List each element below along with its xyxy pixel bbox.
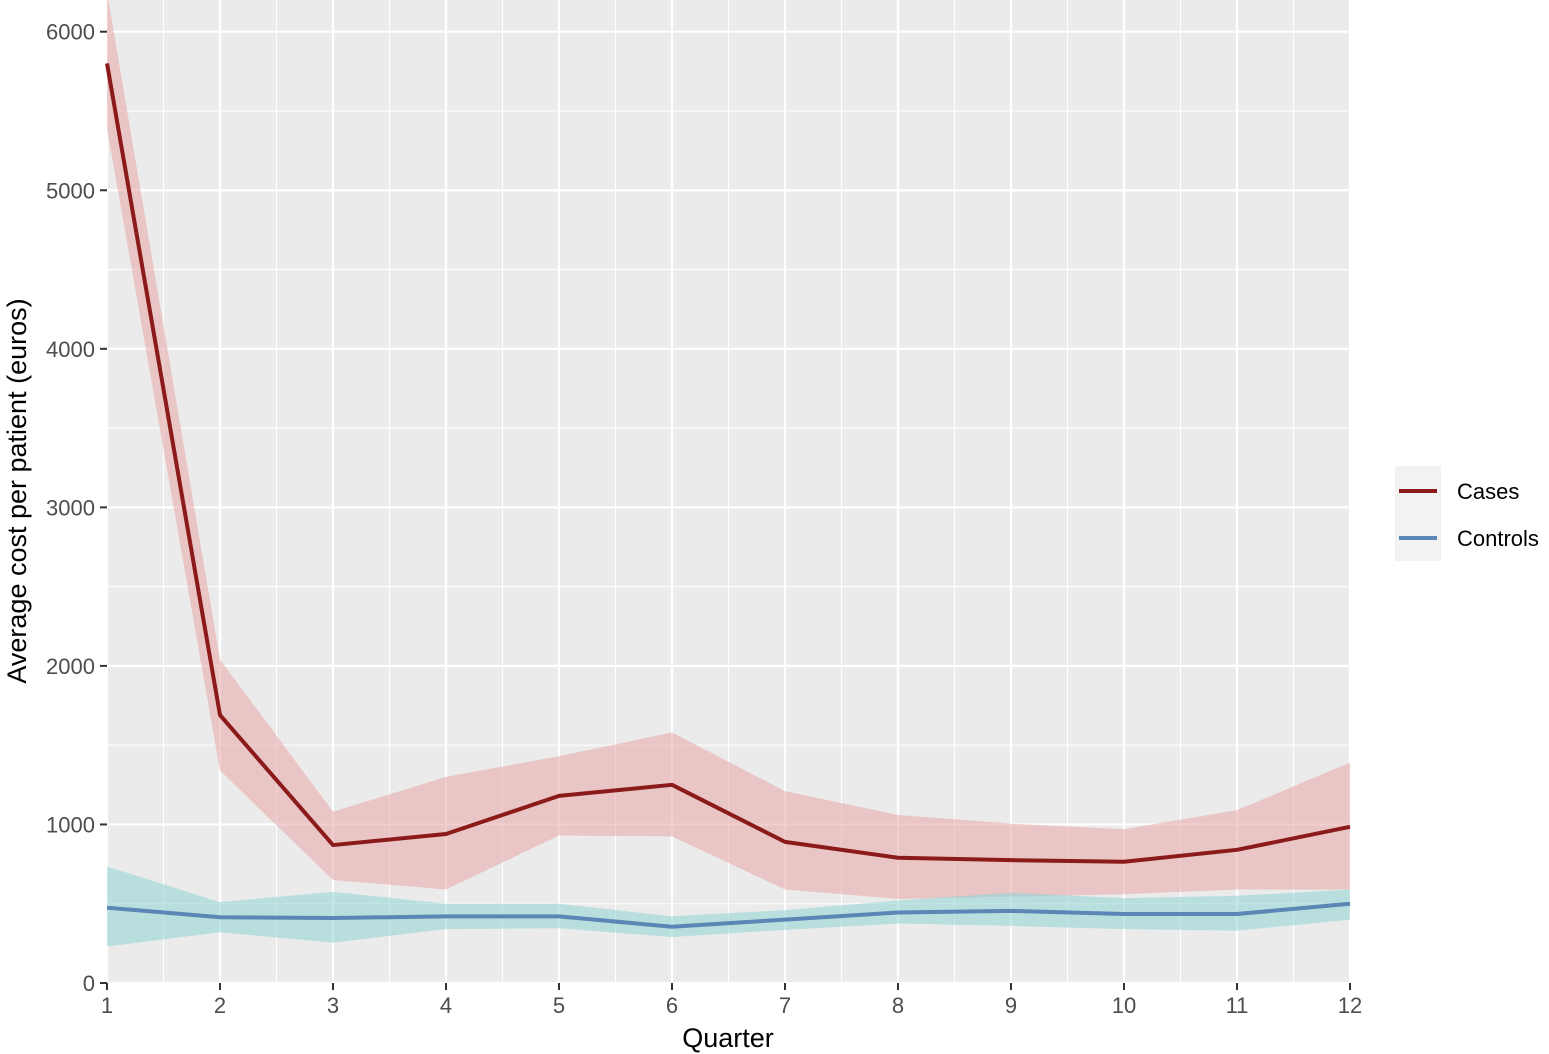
series-lines	[105, 63, 1351, 929]
band-controls	[107, 866, 1350, 947]
y-tick-label: 3000	[46, 495, 95, 520]
x-tick-label: 1	[101, 993, 113, 1018]
legend-label-controls: Controls	[1457, 526, 1539, 551]
y-axis-ticks: 0 1000 2000 3000 4000 5000 6000	[46, 20, 107, 996]
x-tick-label: 2	[214, 993, 226, 1018]
x-tick-label: 7	[779, 993, 791, 1018]
x-axis-ticks: 1 2 3 4 5 6 7 8 9 10 11 12	[101, 983, 1362, 1018]
x-tick-label: 10	[1112, 993, 1136, 1018]
x-tick-label: 5	[553, 993, 565, 1018]
y-tick-label: 4000	[46, 337, 95, 362]
y-tick-label: 5000	[46, 178, 95, 203]
y-tick-label: 1000	[46, 812, 95, 837]
confidence-bands	[107, 0, 1350, 947]
x-tick-label: 4	[440, 993, 452, 1018]
x-tick-label: 12	[1338, 993, 1362, 1018]
y-tick-label: 6000	[46, 20, 95, 45]
y-tick-label: 2000	[46, 654, 95, 679]
legend: Cases Controls	[1395, 466, 1539, 561]
x-axis-title: Quarter	[682, 1023, 774, 1053]
x-tick-label: 6	[666, 993, 678, 1018]
y-tick-label: 0	[83, 971, 95, 996]
x-tick-label: 8	[892, 993, 904, 1018]
line-cases	[105, 63, 1351, 864]
legend-label-cases: Cases	[1457, 479, 1519, 504]
x-tick-label: 9	[1005, 993, 1017, 1018]
line-controls	[106, 901, 1351, 929]
x-tick-label: 3	[327, 993, 339, 1018]
legend-key-background	[1395, 466, 1441, 561]
x-tick-label: 11	[1226, 993, 1249, 1018]
y-axis-title: Average cost per patient (euros)	[2, 298, 32, 683]
